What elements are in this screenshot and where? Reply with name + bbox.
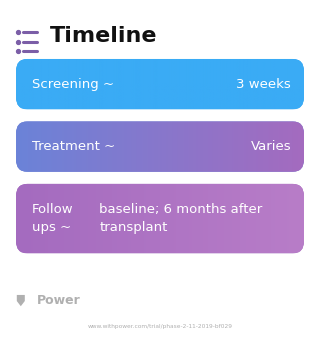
Text: Screening ~: Screening ~ bbox=[32, 78, 114, 91]
FancyBboxPatch shape bbox=[16, 184, 304, 253]
Text: Power: Power bbox=[37, 294, 81, 307]
FancyBboxPatch shape bbox=[16, 59, 304, 109]
FancyBboxPatch shape bbox=[16, 121, 304, 172]
Text: Treatment ~: Treatment ~ bbox=[32, 140, 115, 153]
Polygon shape bbox=[17, 295, 25, 306]
Text: Follow
ups ~: Follow ups ~ bbox=[32, 203, 74, 234]
Text: Varies: Varies bbox=[251, 140, 291, 153]
Text: baseline; 6 months after
transplant: baseline; 6 months after transplant bbox=[99, 203, 262, 234]
Text: 3 weeks: 3 weeks bbox=[236, 78, 291, 91]
Text: Timeline: Timeline bbox=[50, 26, 157, 46]
Text: www.withpower.com/trial/phase-2-11-2019-bf029: www.withpower.com/trial/phase-2-11-2019-… bbox=[87, 324, 233, 329]
